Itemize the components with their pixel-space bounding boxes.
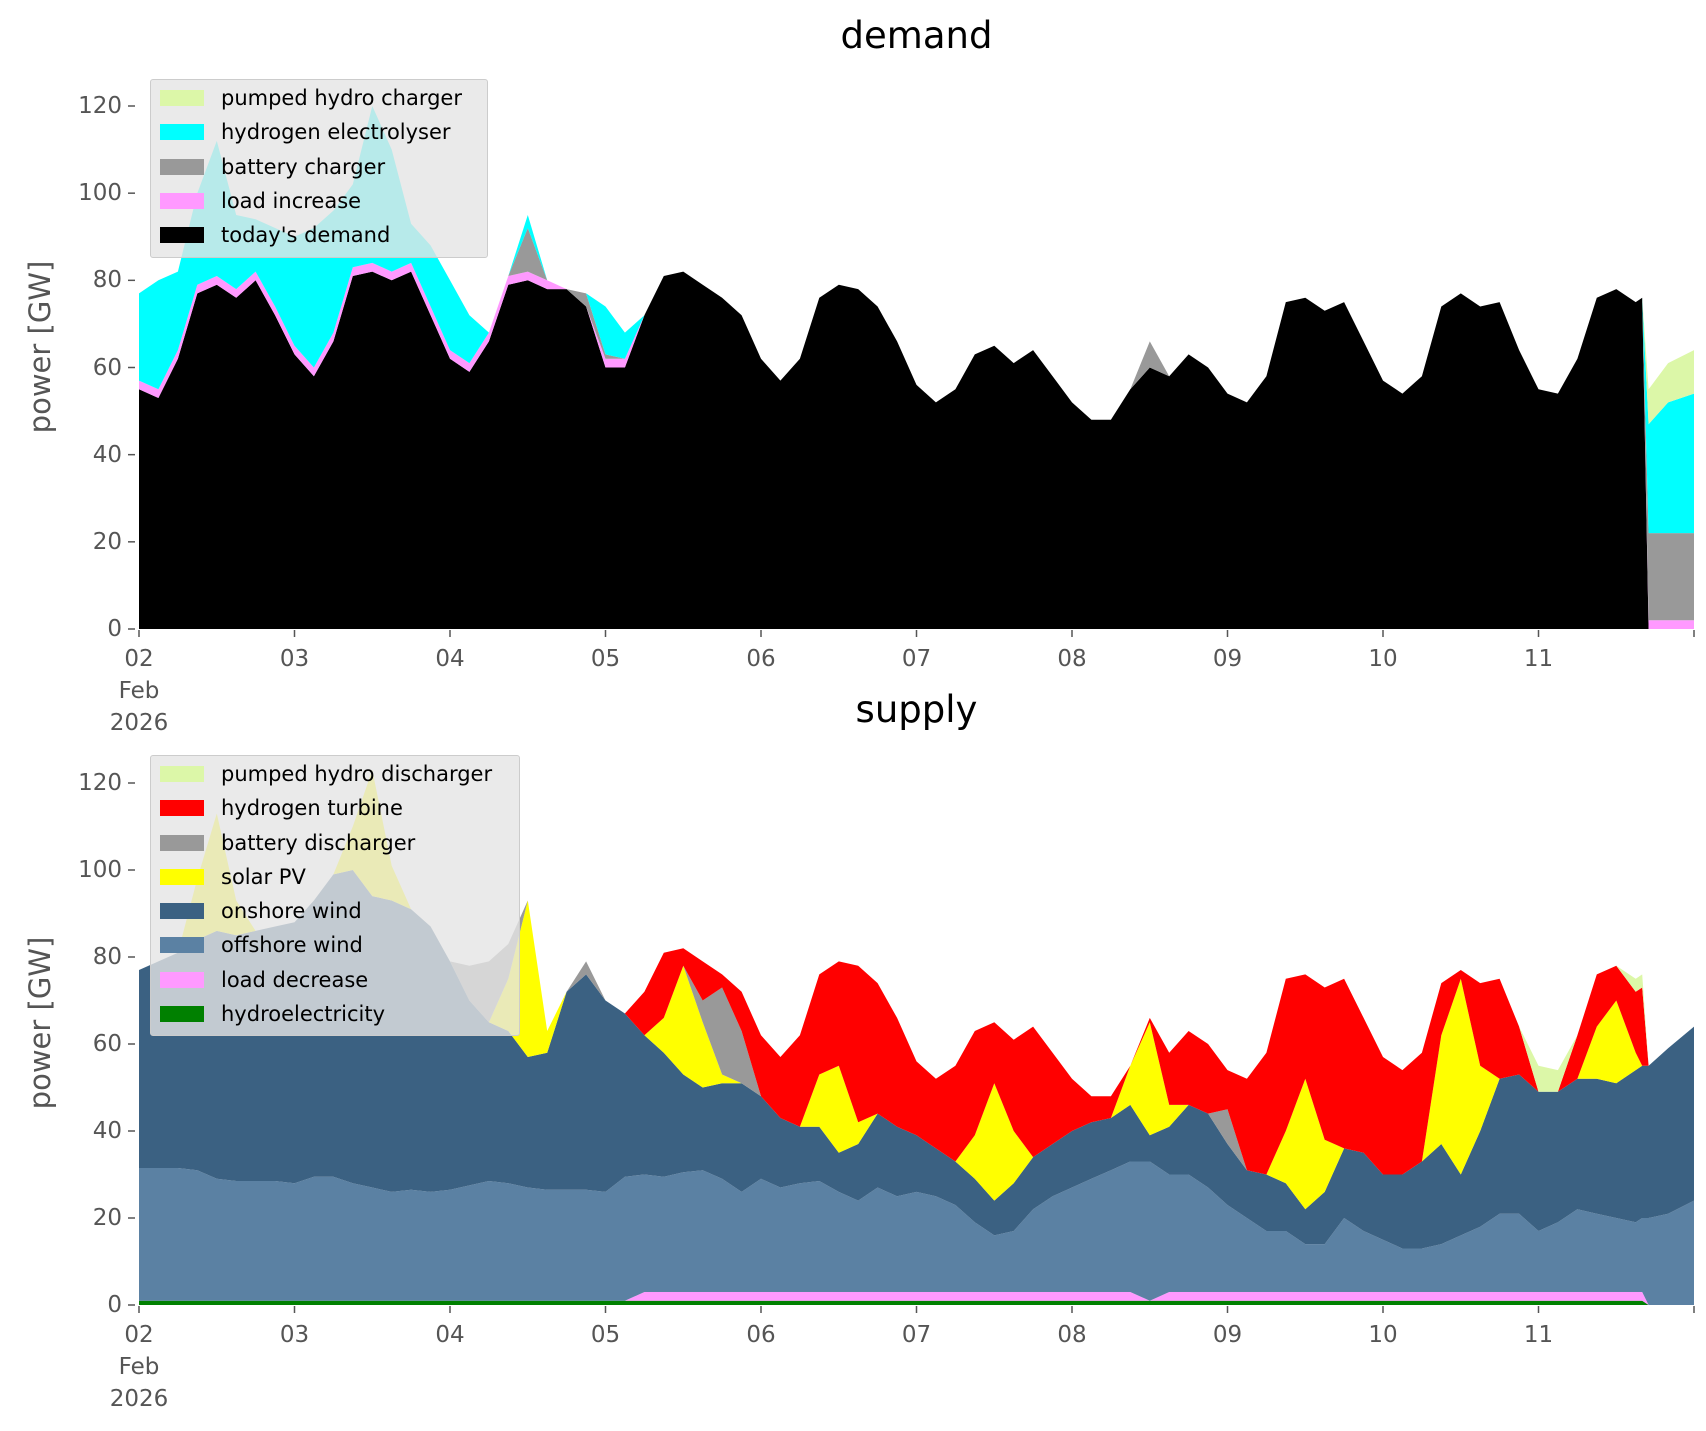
- legend-label: hydrogen turbine: [221, 796, 403, 820]
- demand-y-tick-label: 20: [92, 528, 122, 555]
- supply-x-tick-label: 10: [1368, 1322, 1398, 1348]
- demand-x-tick-label: 10: [1368, 646, 1398, 672]
- demand-x-tick-label: 05: [590, 646, 621, 672]
- supply-y-tick-label: 20: [92, 1205, 122, 1231]
- legend-swatch: [160, 800, 204, 816]
- legend-label: hydrogen electrolyser: [221, 120, 451, 144]
- demand-area-hydrogen-electrolyser: [139, 106, 1694, 534]
- legend-label: battery charger: [221, 155, 386, 179]
- demand-x-tick-label: 11: [1523, 646, 1554, 672]
- legend-swatch: [160, 903, 204, 919]
- demand-y-tick-label: 80: [92, 267, 122, 294]
- demand-x-tick-label: 07: [901, 646, 932, 672]
- demand-y-tick-label: 120: [78, 93, 122, 119]
- supply-x-tick-label: 04: [435, 1322, 465, 1348]
- legend-swatch: [160, 766, 204, 782]
- legend-label: onshore wind: [221, 899, 362, 923]
- supply-x-tick-label: 11: [1523, 1322, 1554, 1348]
- legend-swatch: [160, 124, 204, 140]
- demand-y-tick-label: 60: [92, 354, 122, 381]
- demand-x-tick-label: 03: [279, 646, 310, 672]
- supply-area-onshore-wind: [139, 870, 1694, 1249]
- legend-swatch: [160, 227, 204, 243]
- legend-swatch: [160, 1006, 204, 1022]
- supply-area-hydroelectricity: [139, 1300, 1694, 1305]
- demand-x-tick-label: 09: [1212, 646, 1243, 672]
- supply-y-tick-label: 40: [92, 1118, 122, 1144]
- legend-swatch: [160, 972, 204, 988]
- demand-chart-title: demand: [840, 14, 993, 57]
- supply-y-tick-label: 80: [92, 944, 122, 970]
- legend-label: offshore wind: [221, 933, 363, 957]
- supply-area-solar-pv: [139, 770, 1694, 1210]
- legend-label: pumped hydro charger: [221, 86, 462, 110]
- demand-plot-area: [139, 106, 1694, 629]
- legend-label: today's demand: [221, 223, 391, 247]
- supply-y-tick-label: 0: [107, 1292, 122, 1318]
- supply-area-offshore-wind: [139, 1161, 1694, 1305]
- legend-swatch: [160, 159, 204, 175]
- supply-y-tick-label: 120: [78, 770, 122, 796]
- supply-plot-area: [139, 770, 1694, 1305]
- legend-label: load decrease: [221, 968, 369, 992]
- legend-swatch: [160, 193, 204, 209]
- supply-x-tick-label: 08: [1057, 1322, 1087, 1348]
- supply-area-load-decrease: [139, 1292, 1694, 1305]
- supply-chart-title: supply: [855, 688, 978, 731]
- supply-x-tick-label: 03: [279, 1322, 310, 1348]
- legend-label: pumped hydro discharger: [221, 762, 493, 786]
- supply-x-tick-label: 07: [901, 1322, 932, 1348]
- legend-swatch: [160, 869, 204, 885]
- legend-swatch: [160, 90, 204, 106]
- supply-legend: pumped hydro discharger hydrogen turbine b…: [150, 755, 520, 1036]
- demand-x-tick-label: 04: [435, 646, 465, 672]
- supply-x-tick-label: 02 Feb 2026: [109, 1322, 169, 1412]
- supply-x-tick-label: 05: [590, 1322, 621, 1348]
- demand-y-tick-label: 40: [92, 441, 122, 468]
- demand-x-tick-label: 06: [746, 646, 776, 672]
- legend-label: load increase: [221, 189, 362, 213]
- supply-x-tick-label: 06: [746, 1322, 776, 1348]
- demand-x-tick-label: 02 Feb 2026: [109, 646, 169, 736]
- demand-x-tick-label: 08: [1057, 646, 1087, 672]
- legend-label: solar PV: [221, 865, 306, 889]
- demand-y-tick-label: 0: [107, 616, 122, 642]
- demand-area-today-s-demand: [139, 271, 1694, 629]
- supply-y-tick-label: 60: [92, 1031, 122, 1057]
- demand-y-tick-label: 100: [78, 180, 122, 207]
- demand-legend: pumped hydro charger hydrogen electrolyse…: [150, 79, 488, 258]
- supply-area-hydrogen-turbine: [139, 770, 1694, 1175]
- legend-label: hydroelectricity: [221, 1002, 386, 1026]
- supply-x-tick-label: 09: [1212, 1322, 1243, 1348]
- legend-label: battery discharger: [221, 831, 416, 855]
- legend-swatch: [160, 937, 204, 953]
- supply-y-tick-label: 100: [78, 857, 122, 883]
- legend-swatch: [160, 835, 204, 851]
